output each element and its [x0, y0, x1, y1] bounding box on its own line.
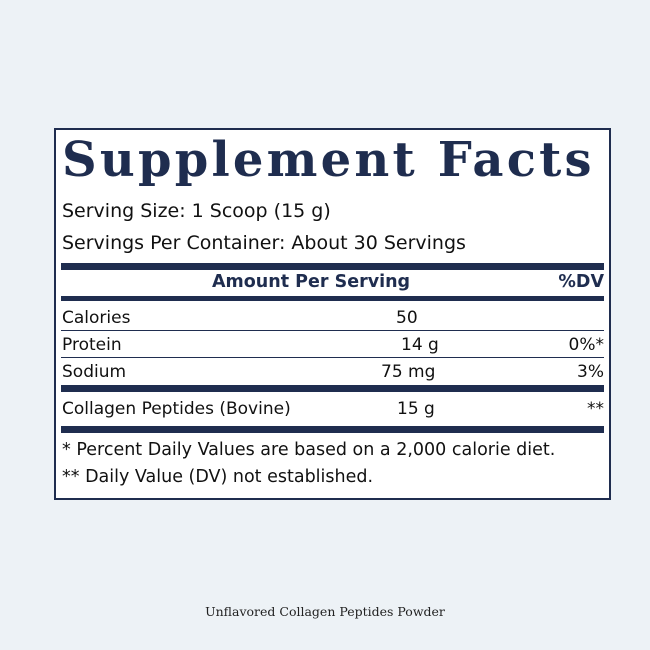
nutrient-name: Calories — [62, 308, 131, 328]
nutrient-amount: 15 g — [397, 399, 435, 419]
divider-thick — [61, 426, 604, 433]
product-caption: Unflavored Collagen Peptides Powder — [205, 604, 445, 619]
divider-medium — [61, 296, 604, 301]
amount-per-serving-header: Amount Per Serving — [212, 272, 411, 292]
row-divider — [61, 330, 604, 331]
nutrient-dv: ** — [587, 399, 604, 419]
nutrient-row-calories: Calories 50 — [61, 306, 604, 331]
nutrient-amount: 14 g — [401, 335, 439, 355]
serving-size: Serving Size: 1 Scoop (15 g) — [62, 200, 331, 222]
dv-header: %DV — [558, 272, 604, 292]
nutrient-row-sodium: Sodium 75 mg 3% — [61, 360, 604, 385]
label-title: Supplement Facts — [62, 132, 595, 188]
supplement-facts-label: Supplement Facts Serving Size: 1 Scoop (… — [54, 128, 611, 500]
nutrient-row-protein: Protein 14 g 0%* — [61, 333, 604, 358]
divider-thick — [61, 263, 604, 270]
divider-thick — [61, 385, 604, 392]
nutrient-dv: 0%* — [568, 335, 604, 355]
nutrient-dv: 3% — [577, 362, 604, 382]
nutrient-amount: 75 mg — [381, 362, 436, 382]
nutrient-name: Collagen Peptides (Bovine) — [62, 399, 291, 419]
footnote-dv-not-established: ** Daily Value (DV) not established. — [62, 467, 374, 487]
servings-per-container: Servings Per Container: About 30 Serving… — [62, 232, 466, 254]
nutrient-amount: 50 — [396, 308, 418, 328]
nutrient-row-collagen: Collagen Peptides (Bovine) 15 g ** — [61, 397, 604, 422]
row-divider — [61, 357, 604, 358]
nutrient-name: Sodium — [62, 362, 127, 382]
nutrient-name: Protein — [62, 335, 122, 355]
footnote-daily-values: * Percent Daily Values are based on a 2,… — [62, 440, 556, 460]
